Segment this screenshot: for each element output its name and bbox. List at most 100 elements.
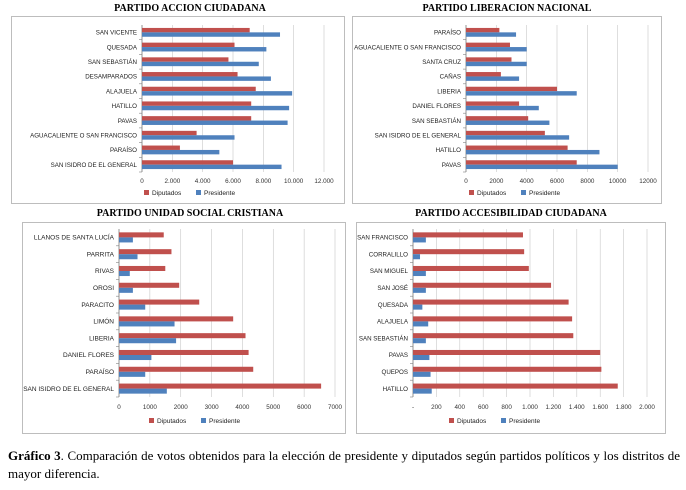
- bar-diputados: [142, 145, 180, 150]
- bar-diputados: [466, 27, 500, 33]
- category-label: DESAMPARADOS: [85, 74, 137, 81]
- category-label: SAN SEBASTIÁN: [412, 118, 461, 125]
- bar-diputados: [466, 130, 545, 136]
- x-tick-label: 800: [501, 404, 512, 411]
- category-label: DANIEL FLORES: [412, 103, 461, 110]
- bar-diputados: [413, 232, 523, 238]
- category-label: LIBERIA: [437, 88, 462, 95]
- bar-presidente: [413, 355, 430, 361]
- legend-swatch: [196, 190, 201, 195]
- x-tick-label: 1.600: [592, 404, 608, 411]
- category-label: SAN MIGUEL: [370, 268, 409, 275]
- legend-label: Presidente: [209, 418, 240, 425]
- category-label: SAN SEBASTIÁN: [359, 335, 408, 342]
- caption-label: Gráfico 3: [8, 448, 61, 463]
- bar-diputados: [413, 349, 601, 355]
- x-tick-label: 0: [117, 404, 121, 411]
- x-tick-label: -: [412, 404, 414, 411]
- x-tick-label: 10000: [609, 178, 627, 185]
- bar-diputados: [466, 116, 529, 121]
- chart-4-title: PARTIDO ACCESIBILIDAD CIUDADANA: [415, 208, 607, 219]
- x-tick-label: 2000: [174, 404, 189, 411]
- bar-presidente: [466, 120, 550, 125]
- bar-diputados: [466, 145, 568, 150]
- x-tick-label: 12.000: [314, 178, 334, 185]
- bar-presidente: [413, 338, 426, 344]
- bar-presidente: [142, 105, 290, 111]
- category-label: LIMÓN: [93, 317, 114, 326]
- bar-presidente: [119, 271, 130, 277]
- category-label: SAN ISIDRO DE EL GENERAL: [375, 132, 462, 139]
- category-label: ALAJUELA: [106, 88, 138, 95]
- figure-caption: Gráfico 3. Comparación de votos obtenido…: [8, 447, 680, 483]
- bar-presidente: [142, 61, 259, 67]
- bar-diputados: [119, 383, 322, 389]
- bar-presidente: [119, 388, 167, 394]
- bar-diputados: [142, 86, 256, 92]
- category-label: HATILLO: [112, 103, 138, 110]
- category-label: CAÑAS: [440, 74, 461, 81]
- bar-presidente: [413, 321, 429, 327]
- category-label: SAN VICENTE: [96, 30, 137, 37]
- category-label: HATILLO: [436, 147, 462, 154]
- chart-3-plot: 0 1000 2000 3000 4000 5000 6000 7000 SAN ISIDRO …: [23, 229, 343, 425]
- legend-swatch: [521, 190, 526, 195]
- x-tick-label: 1.400: [569, 404, 585, 411]
- legend-swatch: [469, 190, 474, 195]
- bar-diputados: [119, 349, 249, 355]
- category-label: QUESADA: [378, 302, 409, 309]
- x-tick-label: 6000: [550, 178, 565, 185]
- category-label: PARAÍSO: [110, 147, 137, 154]
- x-tick-label: 6.000: [225, 178, 241, 185]
- x-tick-label: 400: [455, 404, 466, 411]
- category-label: AGUACALIENTE O SAN FRANCISCO: [30, 132, 137, 139]
- bar-diputados: [413, 333, 574, 339]
- category-label: PARRITA: [87, 251, 115, 258]
- bar-diputados: [413, 299, 569, 305]
- legend-label: Presidente: [204, 190, 235, 197]
- x-tick-label: 4000: [235, 404, 250, 411]
- x-tick-label: 10.000: [284, 178, 304, 185]
- legend-swatch: [144, 190, 149, 195]
- bar-presidente: [119, 338, 177, 344]
- bar-diputados: [413, 249, 525, 255]
- x-tick-label: 7000: [328, 404, 343, 411]
- category-label: SAN ISIDRO DE EL GENERAL: [51, 162, 138, 169]
- legend-label: Diputados: [457, 418, 487, 425]
- category-label: OROSI: [93, 285, 114, 292]
- bar-presidente: [142, 135, 235, 140]
- bar-presidente: [142, 47, 267, 52]
- category-label: SAN FRANCISCO: [357, 235, 408, 242]
- bar-diputados: [119, 282, 180, 288]
- x-tick-label: 5000: [266, 404, 281, 411]
- bar-diputados: [466, 160, 577, 165]
- chart-3-title: PARTIDO UNIDAD SOCIAL CRISTIANA: [96, 208, 284, 219]
- legend-swatch: [201, 418, 206, 423]
- bar-diputados: [413, 383, 618, 389]
- x-tick-label: 600: [478, 404, 489, 411]
- chart-1-frame: 0 2.000 4.000 6.000 8.000 10.000 12.000 SAN ISI…: [11, 16, 345, 204]
- bar-presidente: [119, 321, 175, 327]
- bar-presidente: [413, 371, 431, 377]
- bar-presidente: [142, 91, 293, 96]
- category-label: PARAÍSO: [86, 367, 114, 376]
- bar-presidente: [142, 149, 220, 155]
- category-label: CORRALILLO: [369, 251, 408, 258]
- x-tick-label: 1.200: [546, 404, 562, 411]
- bar-diputados: [119, 265, 166, 271]
- x-tick-label: 4.000: [195, 178, 211, 185]
- category-label: LIBERIA: [89, 335, 115, 342]
- legend-swatch: [149, 418, 154, 423]
- category-label: PARAÍSO: [434, 30, 461, 37]
- category-label: ALAJUELA: [377, 319, 409, 326]
- category-label: RIVAS: [95, 268, 115, 275]
- bar-presidente: [466, 76, 520, 81]
- bar-presidente: [119, 304, 146, 310]
- chart-1-plot: 0 2.000 4.000 6.000 8.000 10.000 12.000 SAN ISI…: [30, 25, 334, 197]
- chart-2-plot: 0 2000 4000 6000 8000 10000 12000 PAVAS HATILLO S…: [354, 25, 657, 197]
- category-label: DANIEL FLORES: [63, 352, 115, 359]
- x-tick-label: 8000: [580, 178, 595, 185]
- bar-presidente: [142, 32, 281, 37]
- bar-presidente: [466, 149, 600, 155]
- bar-diputados: [119, 249, 172, 255]
